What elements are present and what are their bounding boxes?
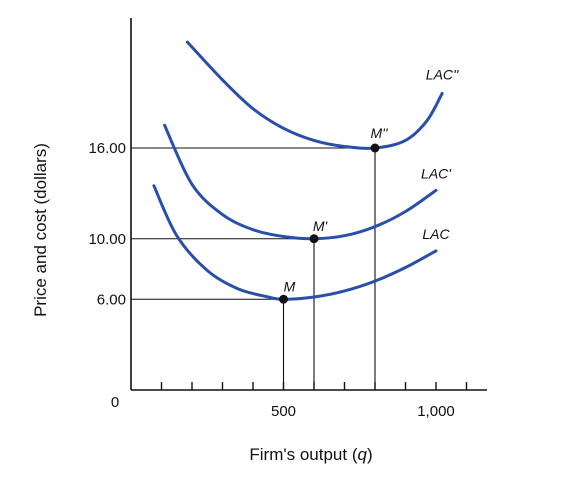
minimum-point-marker [370,143,380,153]
labels-layer: LAC LAC' LAC'' M M' M'' [284,67,460,295]
lac-curve [185,40,444,150]
minimum-point-label: M' [313,218,329,234]
x-axis-title-variable: q [357,445,367,464]
ticks-layer: 500 1,000 6.00 10.00 16.00 [88,140,468,420]
points-layer [279,143,380,304]
y-tick-label: 16.00 [88,140,126,157]
x-axis-title-end: ) [367,445,373,464]
minimum-point-marker [279,294,288,304]
x-tick-label: 500 [271,403,296,420]
y-tick-label: 10.00 [88,231,126,248]
curve-label: LAC' [421,165,452,181]
origin-label: 0 [111,394,119,411]
curve-label: LAC [422,226,450,242]
y-axis-title: Price and cost (dollars) [31,143,50,317]
minimum-point-marker [309,234,319,244]
guide-lines-layer [131,147,376,390]
lac-curve [163,123,438,241]
axes-layer [130,18,487,391]
curve-label: LAC'' [426,67,460,83]
x-axis-title: Firm's output (q) [249,445,372,464]
x-axis-title-text: Firm's output ( [249,445,357,464]
y-tick-label: 6.00 [97,291,126,308]
x-tick-label: 1,000 [417,403,455,420]
minimum-point-label: M'' [370,125,388,141]
minimum-point-label: M [284,278,296,294]
curves-layer [152,40,444,301]
